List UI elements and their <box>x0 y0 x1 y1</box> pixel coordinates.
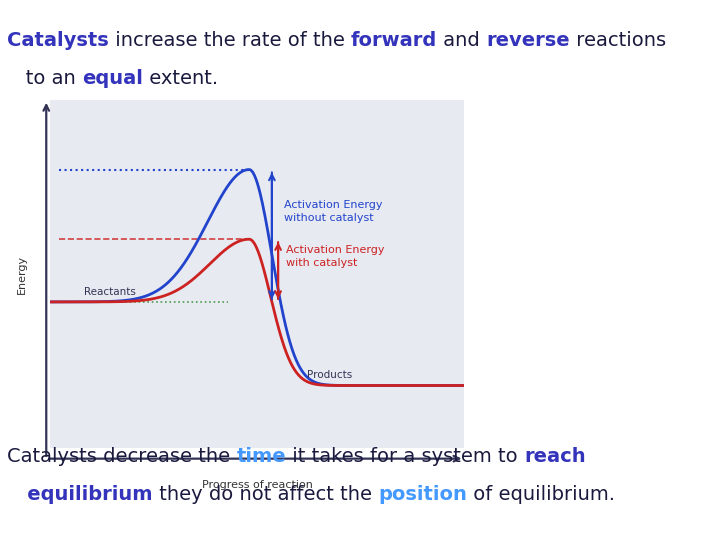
Text: Progress of reaction: Progress of reaction <box>202 480 312 490</box>
Text: increase the rate of the: increase the rate of the <box>109 31 351 50</box>
Text: Catalysts: Catalysts <box>7 31 109 50</box>
Text: to an: to an <box>7 69 82 87</box>
Text: time: time <box>237 447 287 465</box>
Text: Products: Products <box>307 370 352 380</box>
Text: they do not affect the: they do not affect the <box>153 484 378 503</box>
Text: extent.: extent. <box>143 69 218 87</box>
Text: reach: reach <box>524 447 585 465</box>
Text: reverse: reverse <box>486 31 570 50</box>
Text: Catalysts decrease the: Catalysts decrease the <box>7 447 237 465</box>
Text: equal: equal <box>82 69 143 87</box>
Text: and: and <box>437 31 486 50</box>
Text: Activation Energy
with catalyst: Activation Energy with catalyst <box>287 246 385 268</box>
Text: it takes for a system to: it takes for a system to <box>287 447 524 465</box>
Text: Reactants: Reactants <box>84 287 135 296</box>
Text: of equilibrium.: of equilibrium. <box>467 484 615 503</box>
Text: Energy: Energy <box>17 254 27 294</box>
Text: equilibrium: equilibrium <box>7 484 153 503</box>
Text: forward: forward <box>351 31 437 50</box>
Text: Activation Energy
without catalyst: Activation Energy without catalyst <box>284 200 383 222</box>
Text: position: position <box>378 484 467 503</box>
Text: reactions: reactions <box>570 31 666 50</box>
